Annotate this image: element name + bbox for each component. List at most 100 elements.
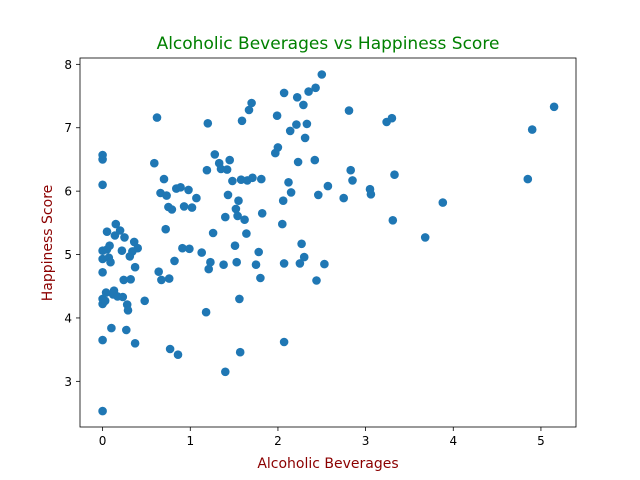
data-point-50 [167,205,177,214]
data-point-23 [115,226,125,235]
data-point-24 [117,246,127,255]
data-point-127 [344,106,354,115]
y-tick-label-1: 4 [64,311,72,325]
data-point-44 [159,174,169,184]
data-point-34 [129,237,139,247]
x-tick-label-0: 0 [99,434,107,448]
data-point-1 [98,335,107,345]
data-point-39 [150,158,159,168]
data-point-111 [293,157,303,167]
data-point-65 [204,264,213,274]
y-tick-label-4: 7 [64,121,72,135]
data-point-30 [123,306,133,315]
data-point-46 [162,191,171,200]
x-tick-label-5: 5 [537,434,545,448]
data-point-115 [299,252,309,262]
data-point-60 [192,193,201,203]
y-tick-label-2: 5 [64,248,72,262]
data-point-113 [297,239,306,249]
data-point-87 [240,215,249,224]
data-point-125 [323,181,333,191]
data-point-38 [140,296,149,306]
y-tick-label-3: 6 [64,185,72,199]
data-point-74 [222,165,232,174]
data-point-139 [527,125,537,134]
data-point-80 [232,257,241,267]
data-point-135 [390,170,399,179]
data-point-93 [251,260,261,270]
data-point-131 [366,190,376,199]
data-point-94 [254,247,263,257]
data-point-51 [170,256,179,266]
data-point-108 [286,188,296,197]
data-point-119 [310,155,320,165]
data-point-21 [111,219,121,229]
data-point-86 [237,116,247,126]
data-point-26 [119,275,128,285]
plot-frame [79,57,577,428]
data-point-25 [118,292,128,302]
data-point-96 [257,174,266,184]
data-point-118 [304,87,313,96]
data-point-99 [272,111,282,120]
data-point-45 [161,224,170,234]
x-tick-label-3: 3 [362,434,370,448]
chart-title: Alcoholic Beverages vs Happiness Score [157,34,500,54]
data-point-110 [292,93,302,102]
data-point-90 [244,105,254,115]
data-point-11 [101,288,111,297]
data-point-27 [120,233,129,242]
data-point-82 [234,196,243,205]
data-point-54 [176,183,185,192]
data-point-91 [247,98,256,108]
x-axis-label: Alcoholic Beverages [257,456,398,472]
data-point-124 [320,259,329,269]
x-tick-label-4: 4 [449,434,457,448]
data-point-57 [184,185,193,195]
data-point-107 [285,126,295,136]
data-point-100 [273,143,283,152]
data-point-7 [98,180,107,190]
data-point-68 [210,150,220,159]
y-axis-ticks: 3 4 5 6 7 8 [64,58,80,389]
data-point-106 [284,178,293,187]
data-point-28 [122,325,131,335]
data-point-85 [236,175,246,184]
data-point-104 [279,259,289,268]
data-point-101 [278,219,287,229]
y-tick-label-0: 3 [64,375,72,389]
data-point-112 [295,259,305,268]
data-point-103 [279,337,289,347]
data-point-88 [242,229,251,238]
data-point-75 [223,190,233,200]
data-point-61 [197,248,206,257]
data-point-12 [102,227,112,236]
data-point-37 [133,243,142,253]
data-point-138 [523,174,533,184]
data-point-116 [300,133,310,143]
data-point-77 [228,176,237,186]
data-point-71 [219,260,228,270]
data-point-76 [225,155,234,165]
data-point-79 [231,204,241,214]
y-tick-label-5: 8 [64,58,72,72]
data-point-9 [98,150,107,160]
data-point-48 [164,274,174,283]
data-point-62 [201,307,211,317]
data-point-126 [339,193,349,203]
points-group [98,70,559,416]
data-point-58 [185,244,194,254]
data-point-83 [235,294,244,304]
data-point-81 [233,211,242,221]
data-point-92 [248,173,257,183]
data-point-64 [203,119,213,128]
x-axis-ticks: 0 1 2 3 4 5 [99,427,545,448]
data-point-95 [256,273,265,283]
data-point-66 [206,257,215,267]
data-point-16 [106,257,115,267]
data-point-121 [312,276,321,285]
data-point-114 [299,100,308,110]
y-axis-label: Happiness Score [40,185,56,302]
data-point-36 [130,339,140,348]
